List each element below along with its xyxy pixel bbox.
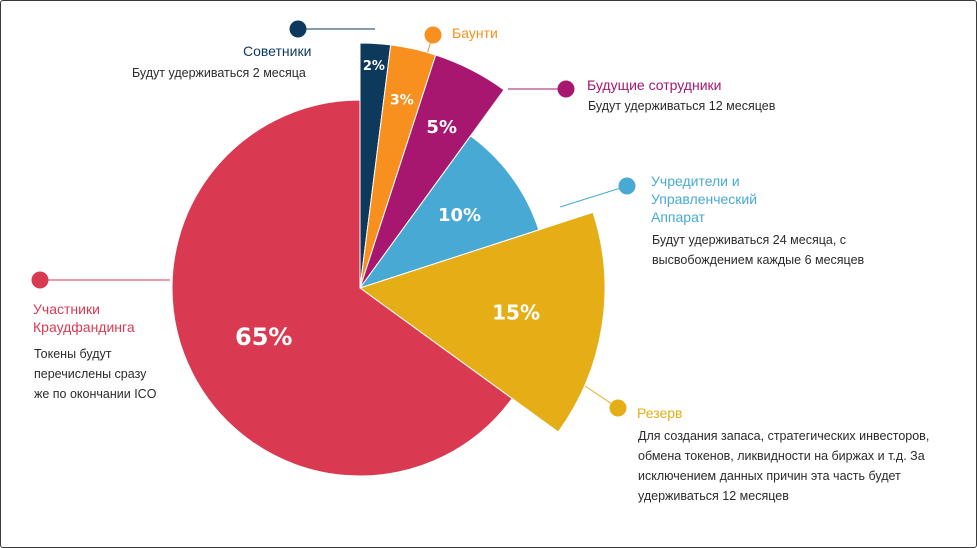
legend-dot-crowdfunding [31, 271, 49, 289]
note-crowdfunding: Токены будут перечислены сразу же по око… [34, 347, 157, 401]
connector-line-founders [559, 185, 628, 208]
data-label-future-staff: 5% [426, 117, 457, 138]
note-founders: Будут удерживаться 24 месяца, с высвобож… [652, 233, 865, 267]
data-label-crowdfunding: 65% [235, 323, 292, 351]
note-reserve: Для создания запаса, стратегических инве… [638, 429, 930, 503]
legend-dot-future-staff [557, 80, 575, 98]
data-label-reserve: 15% [492, 301, 540, 325]
legend-dot-founders [618, 177, 636, 195]
note-advisors: Будут удерживаться 2 месяца [132, 66, 306, 80]
data-label-bounty: 3% [390, 93, 414, 109]
legend-label-crowdfunding: Участники Краудфандинга [33, 301, 135, 335]
legend-label-future-staff: Будущие сотрудники [587, 77, 722, 93]
legend-dot-bounty [424, 26, 442, 44]
legend-label-advisors: Советники [243, 43, 312, 59]
pie-slice-crowdfunding [171, 99, 513, 477]
pie-slice-founders [358, 135, 540, 289]
legend-dot-reserve [609, 399, 627, 417]
legend-label-reserve: Резерв [637, 405, 683, 421]
pie-slice-reserve [358, 211, 606, 433]
pie-slice-future-staff [359, 54, 505, 289]
data-label-advisors: 2% [363, 59, 385, 74]
legend-label-founders: Учредители и Управленческий Аппарат [651, 173, 758, 225]
data-label-founders: 10% [438, 205, 481, 226]
legend-dot-advisors [289, 20, 307, 38]
legend-label-bounty: Баунти [452, 25, 498, 41]
note-future-staff: Будут удерживаться 12 месяцев [588, 99, 776, 113]
